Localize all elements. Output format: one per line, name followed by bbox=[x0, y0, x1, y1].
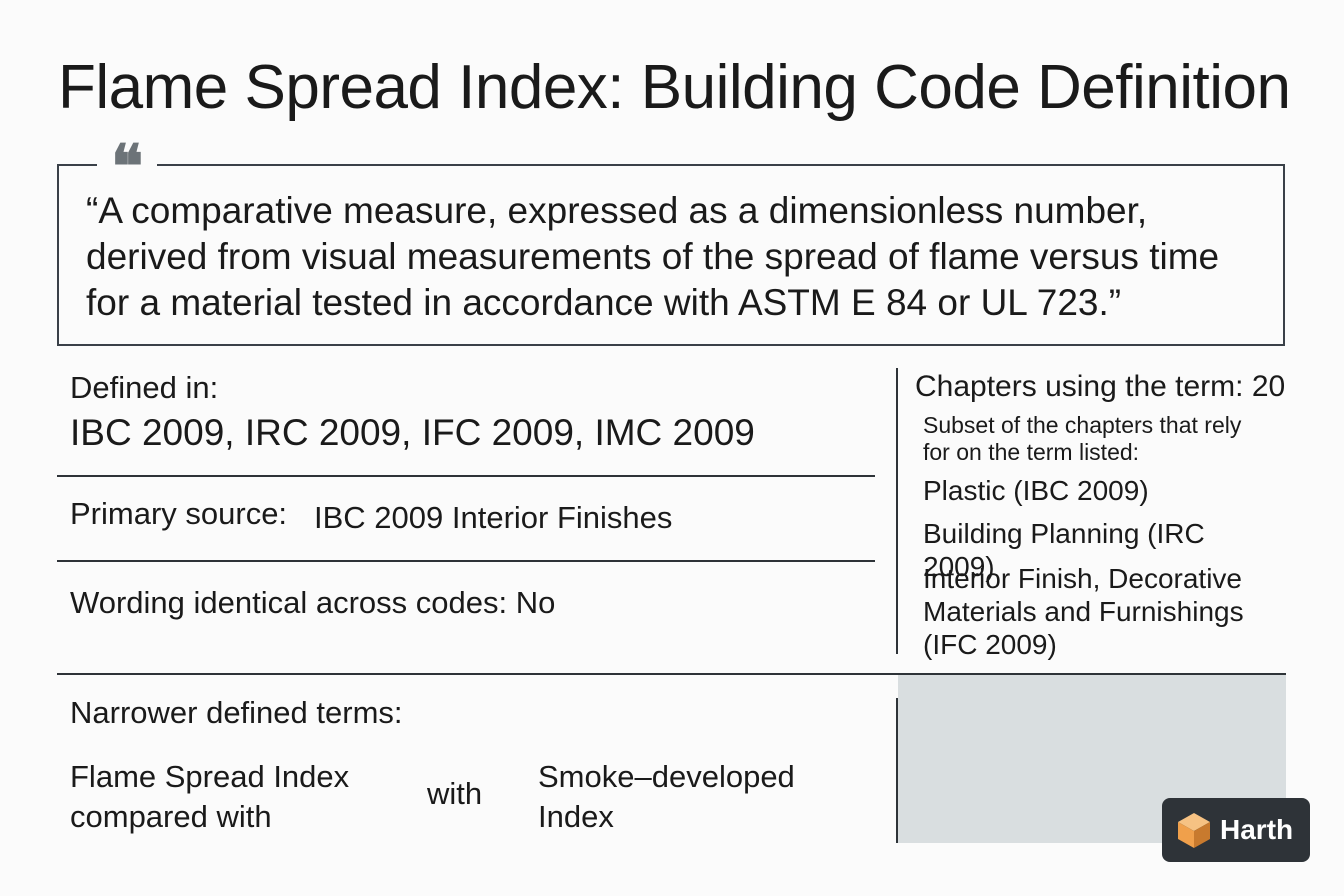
definition-quote-text: “A comparative measure, expressed as a d… bbox=[86, 190, 1220, 323]
hexagon-cube-logo-icon bbox=[1178, 813, 1210, 848]
narrower-term-right: Smoke–developed Index bbox=[538, 759, 795, 834]
definition-quote-box: ❝ “A comparative measure, expressed as a… bbox=[57, 142, 1285, 346]
defined-in-label: Defined in: bbox=[70, 370, 219, 405]
column-divider bbox=[896, 368, 898, 654]
primary-source-label: Primary source: bbox=[70, 496, 288, 531]
chapters-title: Chapters using the term: 20 bbox=[915, 370, 1286, 403]
narrower-term-left: Flame Spread Index compared with bbox=[70, 759, 350, 834]
chapters-note: Subset of the chapters that rely for on … bbox=[923, 412, 1242, 465]
chapter-item: Interior Finish, Decorative Materials an… bbox=[923, 563, 1244, 660]
page-title: Flame Spread Index: Building Code Defini… bbox=[58, 53, 1291, 122]
primary-source-value: IBC 2009 Interior Finishes bbox=[314, 500, 673, 535]
brand-name: Harth bbox=[1220, 814, 1294, 845]
column-divider-lower bbox=[896, 698, 898, 843]
narrower-connector: with bbox=[427, 776, 483, 811]
divider-primary-source bbox=[57, 560, 875, 562]
quotation-mark-icon: ❝ bbox=[97, 142, 158, 182]
defined-in-value: IBC 2009, IRC 2009, IFC 2009, IMC 2009 bbox=[70, 412, 755, 453]
divider-narrower bbox=[57, 673, 1286, 675]
wording-identical-label: Wording identical across codes: No bbox=[70, 585, 556, 620]
chapter-item: Plastic (IBC 2009) bbox=[923, 475, 1149, 506]
narrower-terms-label: Narrower defined terms: bbox=[70, 695, 403, 730]
divider-defined-in bbox=[57, 475, 875, 477]
chapter-item: Building Planning (IRC 2009) bbox=[923, 518, 1205, 582]
brand-badge: Harth bbox=[1162, 798, 1310, 862]
